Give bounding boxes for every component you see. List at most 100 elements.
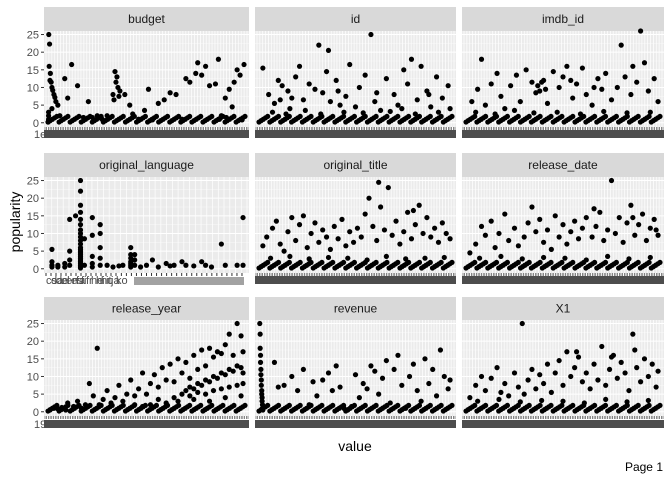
data-point	[602, 402, 609, 409]
data-point	[143, 391, 150, 397]
data-point	[389, 232, 395, 238]
data-point	[312, 220, 318, 226]
data-point	[306, 402, 312, 408]
data-point	[257, 359, 264, 365]
data-point	[149, 257, 156, 263]
data-point	[482, 232, 488, 238]
data-point	[603, 70, 609, 76]
data-point	[293, 74, 299, 80]
data-point	[521, 391, 527, 397]
data-point	[408, 236, 415, 242]
data-point	[521, 234, 527, 240]
data-point	[445, 83, 451, 89]
data-point	[320, 377, 326, 383]
data-point	[655, 232, 661, 238]
data-point	[475, 398, 481, 404]
data-point	[482, 102, 488, 108]
data-point	[602, 113, 609, 120]
data-point	[562, 255, 568, 261]
x-tick-label: it	[106, 275, 112, 287]
data-point	[387, 108, 393, 115]
data-point	[511, 370, 518, 376]
data-point	[552, 370, 558, 376]
data-point	[108, 400, 114, 406]
data-point	[428, 104, 434, 110]
data-point	[467, 395, 473, 401]
data-point	[222, 372, 228, 378]
data-point	[630, 63, 636, 69]
data-point	[519, 320, 525, 327]
data-point	[74, 398, 81, 404]
data-point	[630, 214, 636, 221]
data-point	[406, 373, 413, 380]
data-point	[364, 386, 370, 392]
data-point	[241, 61, 247, 68]
data-point	[316, 239, 322, 245]
x-tick-label: es	[71, 275, 83, 287]
data-point	[258, 372, 264, 378]
data-point	[260, 407, 266, 413]
data-point	[624, 110, 630, 116]
data-point	[320, 90, 326, 96]
data-point	[132, 262, 138, 268]
data-point	[238, 365, 244, 371]
data-point	[544, 361, 551, 367]
y-tick-label: 10	[27, 82, 39, 94]
data-point	[579, 379, 586, 385]
data-point	[589, 102, 595, 108]
data-point	[564, 349, 570, 355]
data-point	[198, 402, 204, 409]
data-point	[583, 257, 589, 263]
data-point	[257, 345, 263, 351]
data-point	[195, 389, 201, 395]
data-point	[570, 95, 576, 101]
data-point	[231, 79, 237, 85]
data-point	[478, 223, 485, 230]
data-point	[595, 76, 601, 82]
data-point	[624, 399, 630, 405]
data-point	[333, 77, 339, 84]
data-point	[583, 370, 589, 376]
data-point	[155, 396, 161, 403]
data-point	[445, 386, 451, 392]
data-point	[128, 244, 134, 251]
x-tick-label: fr	[86, 275, 93, 287]
data-point	[605, 227, 611, 233]
data-point	[376, 179, 382, 185]
data-point	[214, 375, 221, 381]
data-point	[579, 65, 586, 71]
data-point	[651, 216, 657, 222]
data-point	[120, 113, 126, 120]
data-point	[173, 91, 179, 98]
data-point	[308, 230, 314, 237]
data-point	[449, 113, 455, 120]
data-point	[435, 239, 442, 245]
data-point	[222, 342, 228, 348]
data-point	[560, 222, 566, 228]
x-axis-title: value	[338, 438, 372, 454]
data-point	[581, 400, 587, 406]
data-point	[351, 259, 358, 266]
data-point	[622, 74, 628, 80]
data-point	[493, 402, 500, 409]
data-point	[139, 370, 146, 376]
data-point	[271, 100, 278, 106]
data-point	[533, 386, 539, 392]
data-point	[210, 387, 217, 394]
data-point	[443, 230, 449, 237]
data-point	[327, 98, 334, 105]
facet-strip-label: release_year	[112, 302, 181, 316]
data-point	[214, 349, 221, 355]
data-point	[167, 90, 173, 96]
data-point	[132, 393, 138, 399]
data-point	[430, 366, 436, 373]
data-point	[426, 380, 432, 387]
data-point	[120, 262, 126, 268]
data-point	[427, 113, 433, 120]
data-point	[438, 402, 444, 409]
data-point	[209, 113, 215, 120]
data-point	[109, 113, 115, 120]
data-point	[573, 81, 580, 87]
data-point	[498, 93, 504, 99]
data-point	[216, 116, 222, 122]
